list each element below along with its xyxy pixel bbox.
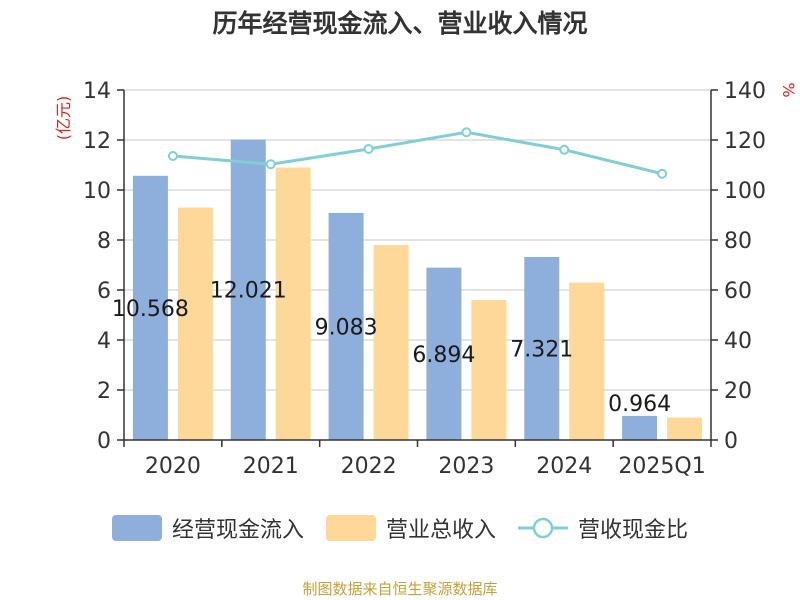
source-note: 制图数据来自恒生聚源数据库 bbox=[302, 580, 498, 598]
x-tick-label: 2025Q1 bbox=[618, 454, 705, 479]
x-tick-label: 2021 bbox=[243, 454, 299, 479]
bars bbox=[132, 139, 703, 441]
ratio-point bbox=[167, 151, 178, 161]
bar-value-label: 12.021 bbox=[210, 279, 287, 304]
x-tick-label: 2020 bbox=[145, 454, 201, 479]
legend-label-cash-ratio: 营收现金比 bbox=[578, 518, 689, 543]
bar-cash-inflow bbox=[524, 256, 560, 440]
legend-item-total-revenue[interactable]: 营业总收入 bbox=[325, 512, 496, 544]
x-tick-label: 2022 bbox=[341, 454, 397, 479]
bar-value-label: 0.964 bbox=[608, 392, 671, 417]
bar-cash-inflow bbox=[426, 267, 462, 440]
right-tick-label: 120 bbox=[724, 129, 766, 154]
ratio-series-line bbox=[172, 130, 663, 176]
bar-total-revenue bbox=[275, 167, 311, 440]
legend-swatch-cash-inflow bbox=[111, 515, 162, 541]
legend-item-cash-ratio[interactable]: 营收现金比 bbox=[518, 512, 688, 544]
left-tick-label: 12 bbox=[83, 129, 111, 154]
right-tick-label: 80 bbox=[724, 229, 752, 254]
bar-total-revenue bbox=[177, 207, 213, 440]
ratio-point bbox=[461, 127, 472, 138]
legend-item-cash-inflow[interactable]: 经营现金流入 bbox=[111, 512, 304, 544]
legend-label-cash-inflow: 经营现金流入 bbox=[171, 518, 304, 543]
left-tick-label: 2 bbox=[97, 379, 111, 404]
bar-cash-inflow bbox=[622, 415, 658, 440]
left-tick-label: 6 bbox=[97, 279, 111, 304]
left-axis-unit: (亿元) bbox=[54, 96, 73, 141]
right-tick-label: 20 bbox=[724, 379, 752, 404]
bar-cash-inflow bbox=[132, 175, 168, 441]
bar-cash-inflow bbox=[328, 212, 364, 440]
left-tick-label: 0 bbox=[97, 429, 111, 454]
bar-value-label: 9.083 bbox=[315, 315, 378, 340]
ratio-point bbox=[657, 168, 668, 179]
bar-total-revenue bbox=[373, 245, 409, 440]
right-tick-label: 60 bbox=[724, 279, 752, 304]
right-tick-label: 40 bbox=[724, 329, 752, 354]
chart-title: 历年经营现金流入、营业收入情况 bbox=[212, 9, 587, 38]
x-tick-label: 2024 bbox=[536, 454, 592, 479]
right-tick-label: 0 bbox=[724, 429, 738, 454]
right-axis-unit: % bbox=[779, 82, 798, 97]
ratio-point bbox=[363, 144, 374, 154]
bar-total-revenue bbox=[471, 300, 507, 440]
ratio-point bbox=[559, 144, 570, 155]
right-tick-label: 100 bbox=[724, 179, 766, 204]
left-tick-label: 4 bbox=[97, 329, 111, 354]
right-tick-label: 140 bbox=[724, 79, 766, 104]
bar-cash-inflow bbox=[230, 139, 266, 440]
legend-swatch-total-revenue bbox=[325, 515, 376, 541]
legend-label-total-revenue: 营业总收入 bbox=[385, 518, 496, 543]
ratio-line bbox=[167, 127, 668, 179]
left-tick-label: 14 bbox=[83, 79, 111, 104]
bar-value-label: 7.321 bbox=[510, 337, 573, 362]
data-labels: 10.568 12.021 9.083 6.894 7.321 0.964 bbox=[112, 279, 671, 417]
x-tick-label: 2023 bbox=[438, 454, 494, 479]
bar-value-label: 10.568 bbox=[112, 297, 189, 322]
legend-swatch-cash-ratio bbox=[518, 515, 568, 541]
legend: 经营现金流入 营业总收入 营收现金比 bbox=[0, 512, 800, 544]
bar-value-label: 6.894 bbox=[412, 343, 475, 368]
left-tick-label: 8 bbox=[97, 229, 111, 254]
ratio-point bbox=[265, 159, 276, 170]
bar-total-revenue bbox=[569, 282, 605, 440]
bar-total-revenue bbox=[667, 417, 703, 440]
left-tick-label: 10 bbox=[83, 179, 111, 204]
